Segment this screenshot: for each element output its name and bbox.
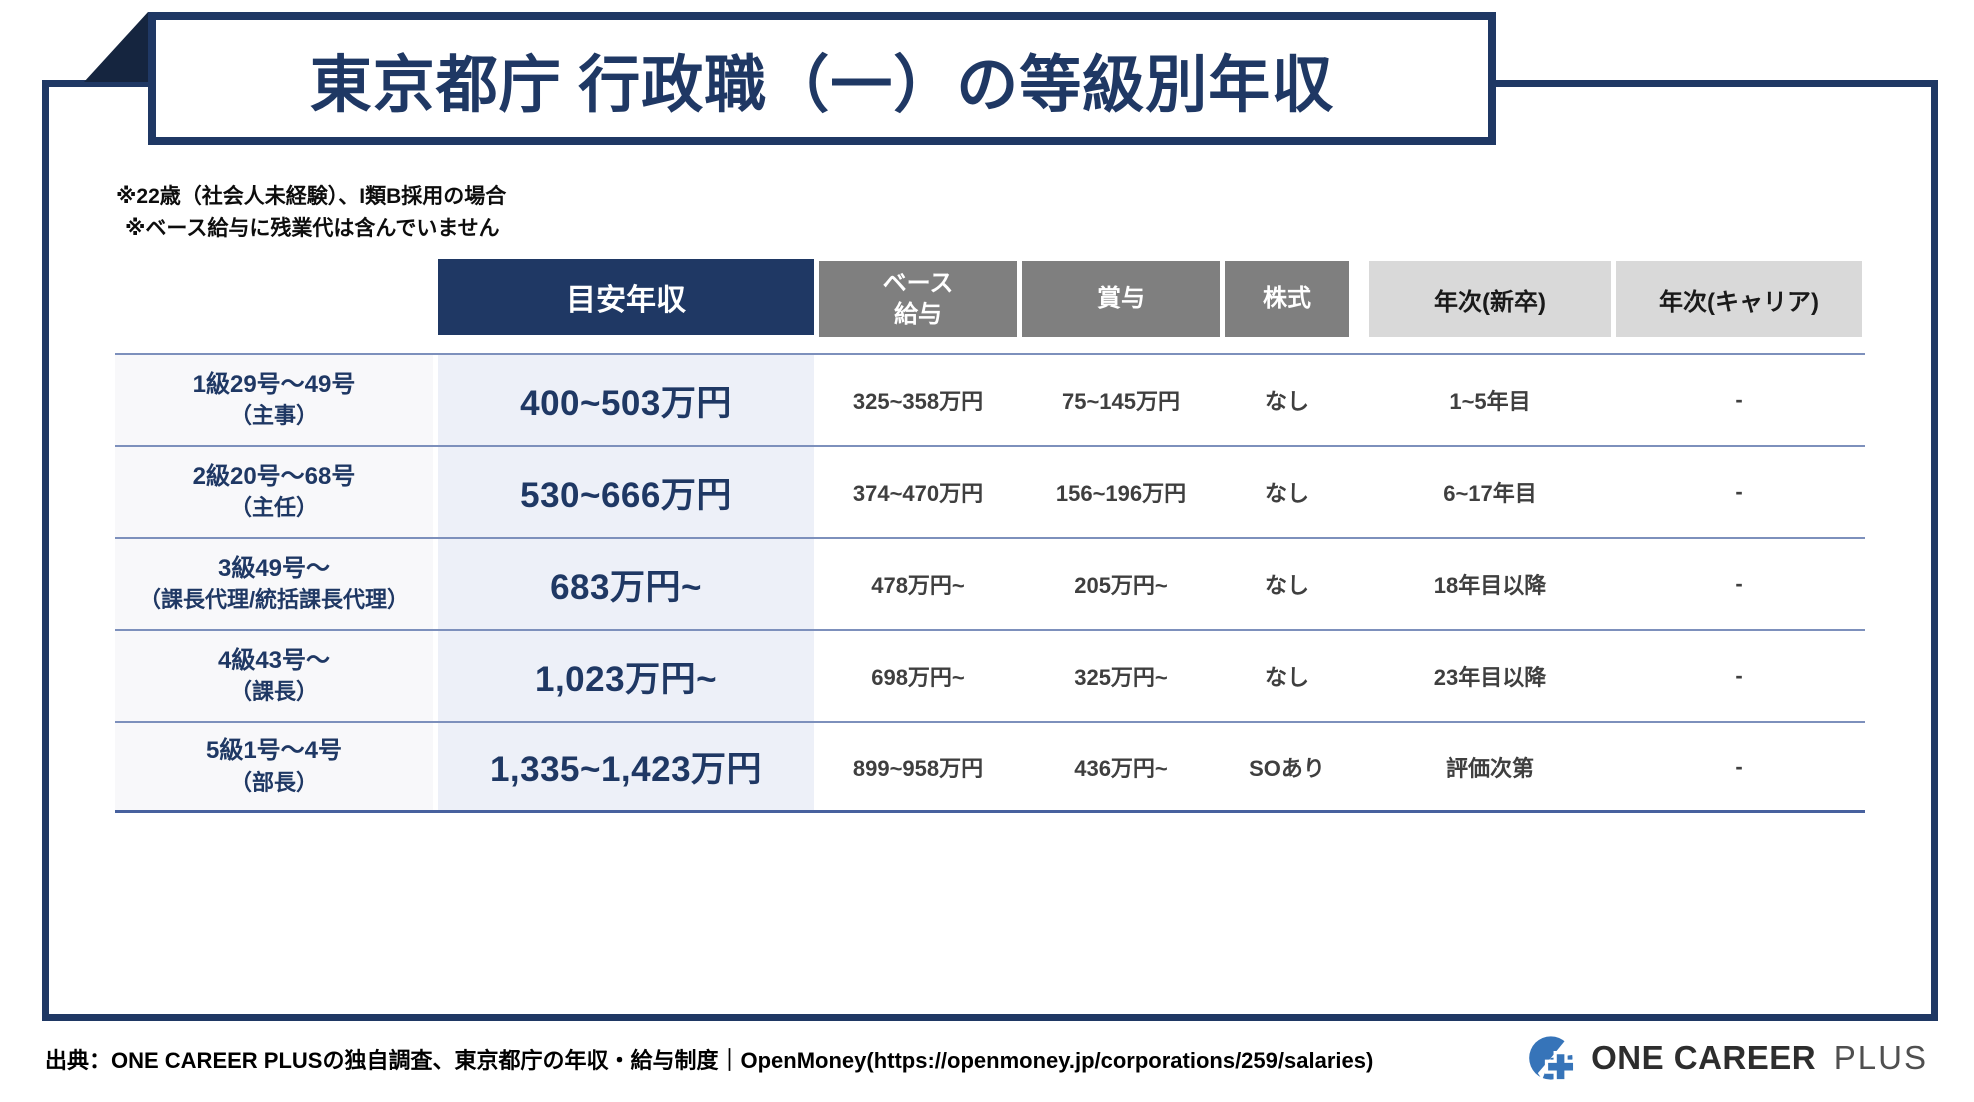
- cell-bonus: 325万円~: [1074, 665, 1168, 690]
- cell-stock: なし: [1264, 665, 1309, 690]
- table-row: 1級29号～49号 （主事） 400~503万円 325~358万円 75~14…: [115, 353, 1865, 445]
- brand-logo: ONE CAREER PLUS: [1527, 1032, 1928, 1084]
- cell-base-pay: 478万円~: [871, 573, 965, 598]
- table-row: 3級49号～ （課長代理/統括課長代理） 683万円~ 478万円~ 205万円…: [115, 537, 1865, 629]
- footnote-line-1: ※22歳（社会人未経験）、I類B採用の場合: [116, 185, 507, 208]
- footnote-line-2: ※ベース給与に残業代は含んでいません: [125, 216, 500, 240]
- col-header-grade-empty: [115, 261, 433, 337]
- page-title: 東京都庁 行政職（一）の等級別年収: [309, 51, 1335, 120]
- cell-spacer: [1354, 539, 1364, 629]
- cell-estimated-salary: 530~666万円: [438, 447, 814, 537]
- cell-estimated-salary: 400~503万円: [438, 355, 814, 445]
- corner-fold-decoration: [84, 12, 148, 82]
- table-row: 5級1号～4号 （部長） 1,335~1,423万円 899~958万円 436…: [115, 721, 1865, 813]
- col-header-base-pay: ベース 給与: [819, 261, 1017, 337]
- table-header-row: 目安年収 ベース 給与 賞与 株式 年次(新卒) 年次(キャリア): [115, 259, 1865, 337]
- cell-stock: なし: [1264, 481, 1309, 506]
- cell-estimated-salary: 1,335~1,423万円: [438, 723, 814, 810]
- table-row: 2級20号～68号 （主任） 530~666万円 374~470万円 156~1…: [115, 445, 1865, 537]
- cell-tenure-career: -: [1735, 753, 1743, 779]
- table-row: 4級43号～ （課長） 1,023万円~ 698万円~ 325万円~ なし 23…: [115, 629, 1865, 721]
- cell-spacer: [1354, 631, 1364, 721]
- source-citation: 出典：ONE CAREER PLUSの独自調査、東京都庁の年収・給与制度｜Ope…: [45, 1048, 1374, 1073]
- cell-grade: 4級43号～ （課長）: [115, 631, 433, 721]
- cell-bonus: 156~196万円: [1055, 481, 1187, 506]
- cell-tenure-newgrad: 6~17年目: [1443, 481, 1537, 506]
- col-header-estimated-salary: 目安年収: [438, 259, 814, 335]
- cell-stock: なし: [1264, 389, 1309, 414]
- cell-tenure-newgrad: 23年目以降: [1433, 665, 1547, 690]
- cell-bonus: 205万円~: [1074, 573, 1168, 598]
- col-header-tenure-newgrad: 年次(新卒): [1369, 261, 1611, 337]
- col-header-bonus: 賞与: [1022, 261, 1220, 337]
- cell-tenure-newgrad: 評価次第: [1445, 755, 1534, 781]
- cell-estimated-salary: 1,023万円~: [438, 631, 814, 721]
- cell-grade: 3級49号～ （課長代理/統括課長代理）: [115, 539, 433, 629]
- one-career-plus-icon: [1529, 1034, 1580, 1083]
- cell-spacer: [1354, 355, 1364, 445]
- cell-base-pay: 325~358万円: [852, 389, 984, 414]
- cell-base-pay: 899~958万円: [852, 755, 984, 781]
- cell-tenure-career: -: [1735, 571, 1743, 596]
- cell-grade: 2級20号～68号 （主任）: [115, 447, 433, 537]
- cell-bonus: 436万円~: [1074, 755, 1168, 781]
- col-header-stock: 株式: [1225, 261, 1349, 337]
- cell-spacer: [1354, 447, 1364, 537]
- col-header-tenure-career: 年次(キャリア): [1616, 261, 1862, 337]
- footnotes: ※22歳（社会人未経験）、I類B採用の場合 ※ベース給与に残業代は含んでいません: [116, 181, 506, 244]
- cell-tenure-career: -: [1735, 479, 1743, 504]
- cell-estimated-salary: 683万円~: [438, 539, 814, 629]
- title-banner: 東京都庁 行政職（一）の等級別年収: [148, 12, 1496, 145]
- cell-tenure-career: -: [1735, 663, 1743, 688]
- column-group-spacer: [1354, 261, 1364, 337]
- cell-stock: なし: [1264, 573, 1309, 598]
- cell-tenure-newgrad: 1~5年目: [1449, 389, 1531, 414]
- cell-stock: SOあり: [1249, 755, 1325, 781]
- cell-grade: 5級1号～4号 （部長）: [115, 723, 433, 810]
- cell-tenure-newgrad: 18年目以降: [1433, 573, 1547, 598]
- cell-base-pay: 698万円~: [871, 665, 965, 690]
- cell-tenure-career: -: [1735, 387, 1743, 412]
- brand-name: ONE CAREER PLUS: [1591, 1039, 1928, 1076]
- cell-spacer: [1354, 723, 1364, 810]
- cell-base-pay: 374~470万円: [852, 481, 984, 506]
- table-body: 1級29号～49号 （主事） 400~503万円 325~358万円 75~14…: [115, 353, 1865, 813]
- cell-bonus: 75~145万円: [1061, 389, 1181, 414]
- salary-table: 目安年収 ベース 給与 賞与 株式 年次(新卒) 年次(キャリア) 1級29号～…: [115, 259, 1865, 813]
- cell-grade: 1級29号～49号 （主事）: [115, 355, 433, 445]
